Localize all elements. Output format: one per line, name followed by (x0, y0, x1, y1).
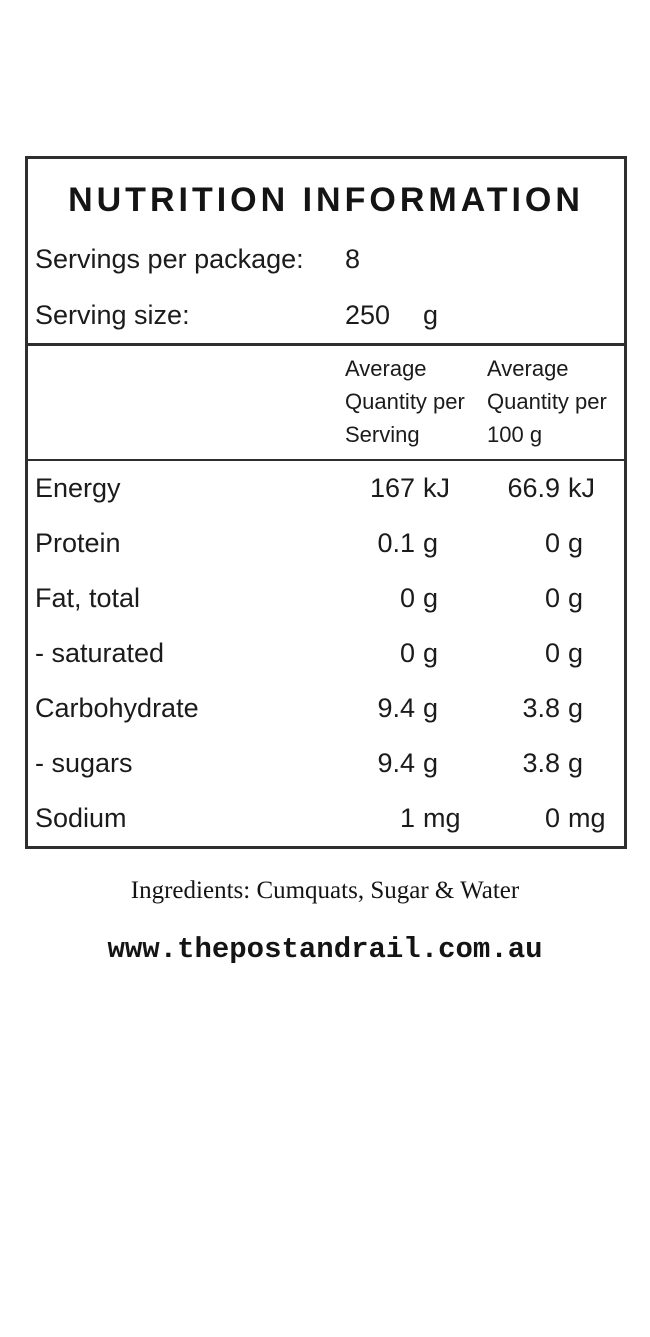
serving-size-unit: g (423, 299, 439, 330)
per-100g-header-line1: Average (487, 356, 569, 381)
per-serving-unit: g (423, 638, 439, 668)
serving-size-label: Serving size: (35, 299, 190, 330)
nutrient-name: Sodium (35, 803, 127, 833)
per-100g-header-line3: 100 g (487, 422, 543, 447)
nutrient-table: Energy 167 kJ 66.9 kJ Protein 0.1 g 0 g … (28, 461, 624, 846)
nutrient-row-fat-total: Fat, total 0 g 0 g (28, 571, 624, 626)
divider-above-column-headers (28, 343, 624, 346)
servings-per-package-value: 8 (345, 243, 361, 274)
nutrient-name: Fat, total (35, 583, 141, 613)
per-100g-unit: g (568, 528, 584, 558)
column-header-spacer (28, 352, 325, 451)
nutrition-information-panel: NUTRITION INFORMATION Servings per packa… (25, 156, 627, 849)
per-serving-header-line2: Quantity per (345, 389, 465, 414)
per-serving-value: 0.1 (377, 528, 415, 558)
ingredients-text: Ingredients: Cumquats, Sugar & Water (130, 877, 520, 904)
per-100g-unit: g (568, 583, 584, 613)
per-serving-unit: g (423, 748, 439, 778)
per-100g-unit: mg (568, 803, 606, 833)
per-serving-unit: g (423, 583, 439, 613)
per-serving-unit: kJ (423, 473, 450, 503)
per-serving-unit: g (423, 693, 439, 723)
per-100g-unit: kJ (568, 473, 595, 503)
per-serving-header-line3: Serving (345, 422, 420, 447)
nutrient-row-sugars: - sugars 9.4 g 3.8 g (28, 736, 624, 791)
per-100g-value: 3.8 (522, 748, 560, 778)
per-serving-value: 1 (399, 803, 415, 833)
per-100g-value: 3.8 (522, 693, 560, 723)
serving-size-row: Serving size: 250 g (28, 287, 624, 343)
serving-size-value: 250 (345, 299, 391, 330)
column-header-row: Average Quantity per Serving Average Qua… (28, 346, 624, 459)
nutrient-row-energy: Energy 167 kJ 66.9 kJ (28, 461, 624, 516)
panel-title: NUTRITION INFORMATION (68, 181, 584, 219)
per-100g-unit: g (568, 638, 584, 668)
per-serving-header-line1: Average (345, 356, 427, 381)
nutrient-row-sodium: Sodium 1 mg 0 mg (28, 791, 624, 846)
nutrient-name: Energy (35, 473, 121, 503)
nutrient-name: Carbohydrate (35, 693, 199, 723)
per-100g-header-line2: Quantity per (487, 389, 607, 414)
servings-per-package-label: Servings per package: (35, 243, 304, 274)
nutrient-row-saturated-fat: - saturated 0 g 0 g (28, 626, 624, 681)
per-serving-unit: mg (423, 803, 461, 833)
column-header-per-100g: Average Quantity per 100 g (480, 352, 624, 451)
per-100g-value: 0 (544, 803, 560, 833)
nutrient-row-carbohydrate: Carbohydrate 9.4 g 3.8 g (28, 681, 624, 736)
per-100g-value: 0 (544, 583, 560, 613)
nutrient-name: Protein (35, 528, 121, 558)
per-100g-unit: g (568, 748, 584, 778)
per-serving-value: 9.4 (377, 748, 415, 778)
per-serving-value: 167 (369, 473, 415, 503)
column-header-per-serving: Average Quantity per Serving (325, 352, 480, 451)
servings-per-package-row: Servings per package: 8 (28, 231, 624, 287)
website-text: www.thepostandrail.com.au (107, 933, 543, 966)
nutrient-name: - saturated (35, 638, 165, 668)
per-100g-value: 0 (544, 528, 560, 558)
per-serving-value: 0 (399, 638, 415, 668)
nutrient-name: - sugars (35, 748, 133, 778)
per-serving-value: 0 (399, 583, 415, 613)
per-100g-unit: g (568, 693, 584, 723)
per-serving-unit: g (423, 528, 439, 558)
per-serving-value: 9.4 (377, 693, 415, 723)
divider-below-column-headers (28, 459, 624, 461)
nutrient-row-protein: Protein 0.1 g 0 g (28, 516, 624, 571)
per-100g-value: 66.9 (507, 473, 560, 503)
per-100g-value: 0 (544, 638, 560, 668)
